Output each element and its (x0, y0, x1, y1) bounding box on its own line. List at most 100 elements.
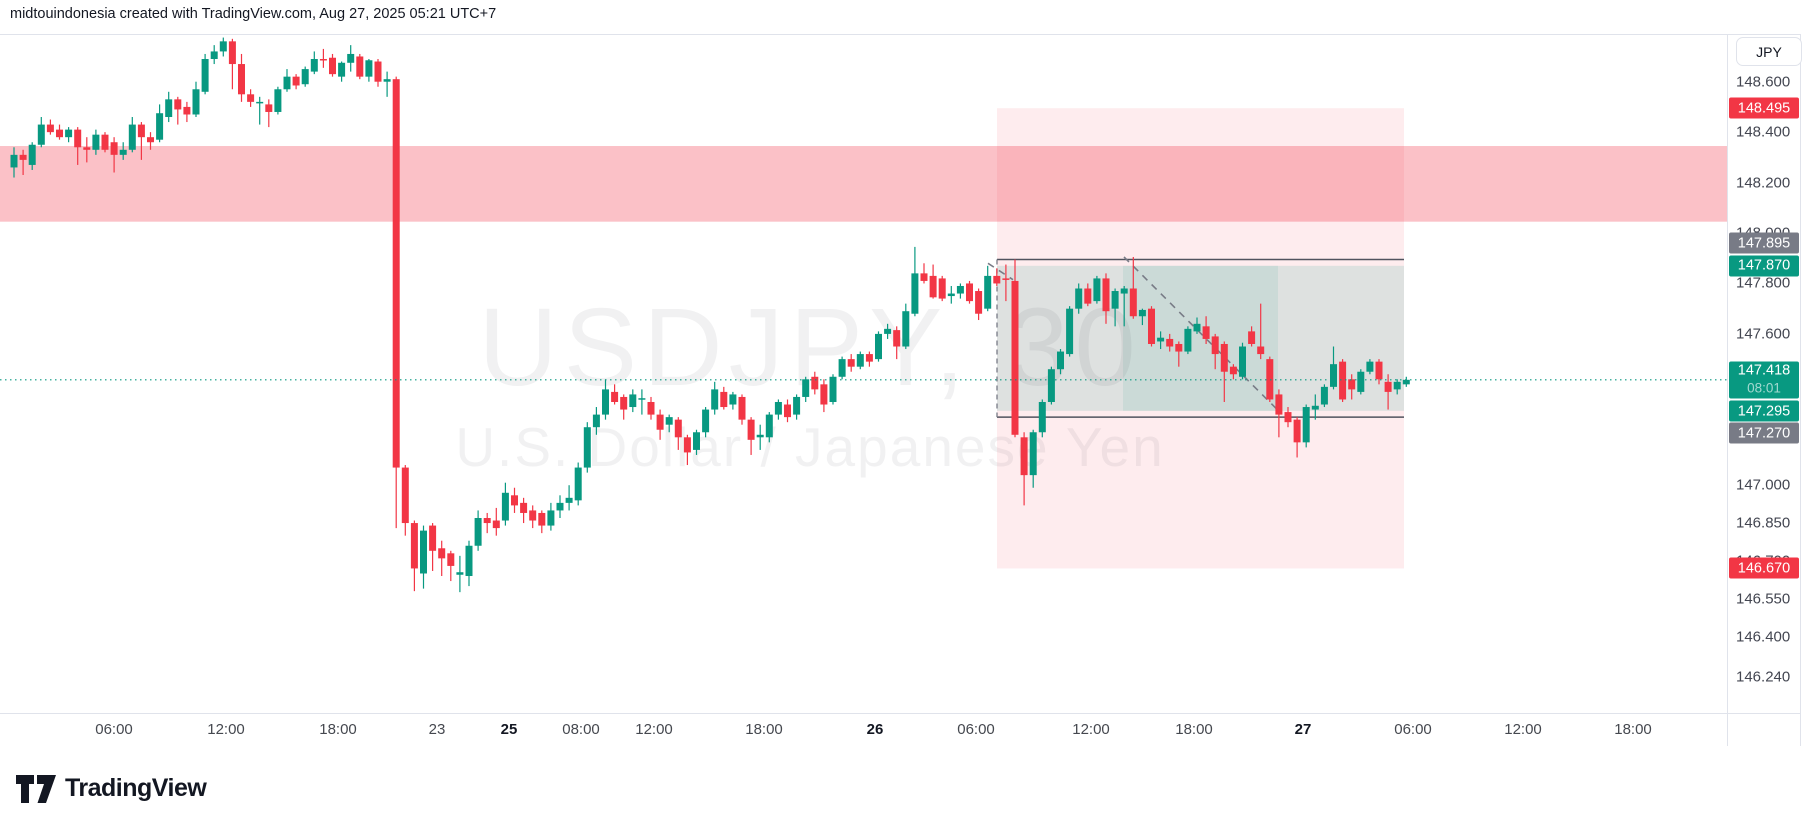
candle[interactable] (947, 285, 955, 304)
candle[interactable] (383, 71, 391, 97)
candle[interactable] (319, 48, 327, 68)
candle[interactable] (1293, 417, 1301, 458)
candle[interactable] (774, 399, 782, 420)
candle[interactable] (174, 96, 182, 125)
candle[interactable] (938, 275, 946, 302)
candle[interactable] (37, 117, 45, 148)
candle[interactable] (347, 45, 355, 72)
candle[interactable] (1220, 341, 1228, 402)
candle[interactable] (183, 101, 191, 123)
candle[interactable] (365, 59, 373, 82)
candle[interactable] (310, 51, 318, 75)
candle[interactable] (438, 540, 446, 577)
candle[interactable] (1002, 264, 1010, 302)
candle[interactable] (137, 122, 145, 160)
candle[interactable] (238, 53, 245, 102)
candle[interactable] (511, 487, 518, 513)
candle[interactable] (602, 379, 609, 420)
candle[interactable] (1157, 331, 1165, 350)
candle[interactable] (738, 394, 746, 425)
candle[interactable] (647, 396, 655, 420)
candle[interactable] (119, 142, 127, 160)
drawing-zones-layer[interactable] (0, 34, 1727, 713)
time-scale[interactable]: 06:00 12:00 18:00 23 25 08:00 12:00 18:00 26 06:0… (0, 713, 1727, 746)
candle[interactable] (1029, 429, 1037, 488)
chart-pane[interactable]: USDJPY, 30 U.S. Dollar / Japanese Yen (0, 34, 1727, 713)
tradingview-logo[interactable]: TradingView (16, 774, 207, 803)
candle[interactable] (56, 124, 63, 140)
candle[interactable] (429, 523, 437, 571)
candle[interactable] (1038, 399, 1046, 438)
candle[interactable] (574, 462, 582, 506)
candle[interactable] (374, 59, 382, 87)
candle[interactable] (1020, 432, 1028, 506)
candle[interactable] (1339, 359, 1347, 402)
candle[interactable] (410, 520, 418, 592)
candle[interactable] (1366, 359, 1374, 375)
candle[interactable] (720, 386, 728, 410)
candle[interactable] (1066, 306, 1074, 357)
candle[interactable] (984, 265, 992, 312)
candle[interactable] (1311, 394, 1319, 420)
candle[interactable] (128, 117, 136, 153)
candle[interactable] (1266, 356, 1274, 402)
candle[interactable] (838, 356, 846, 380)
candle[interactable] (110, 137, 118, 173)
candle[interactable] (747, 417, 755, 455)
candle[interactable] (1275, 389, 1283, 438)
candle[interactable] (583, 422, 591, 473)
candle[interactable] (1284, 407, 1292, 428)
candle[interactable] (165, 91, 173, 123)
candle[interactable] (929, 264, 937, 299)
candle[interactable] (147, 132, 154, 150)
candle[interactable] (1357, 369, 1365, 395)
candle[interactable] (1111, 288, 1119, 327)
candle[interactable] (711, 381, 719, 415)
candle[interactable] (1093, 275, 1101, 304)
candle[interactable] (693, 429, 700, 455)
candle[interactable] (683, 434, 691, 466)
candle[interactable] (865, 351, 873, 367)
candle[interactable] (28, 142, 36, 170)
candle[interactable] (702, 407, 710, 438)
candle[interactable] (92, 129, 100, 155)
candle[interactable] (829, 374, 837, 405)
candle[interactable] (1375, 359, 1383, 385)
candle[interactable] (1057, 349, 1064, 375)
candle[interactable] (301, 66, 309, 87)
candle[interactable] (665, 414, 673, 433)
candle[interactable] (1102, 273, 1110, 324)
candle[interactable] (674, 417, 682, 450)
candle[interactable] (265, 99, 273, 128)
candle[interactable] (784, 399, 791, 423)
candle[interactable] (966, 280, 973, 304)
candle[interactable] (356, 53, 364, 80)
candle[interactable] (793, 394, 801, 420)
candle[interactable] (74, 127, 82, 165)
price-scale[interactable]: JPY 148.600148.400148.200148.000147.8001… (1727, 34, 1814, 745)
candle[interactable] (547, 502, 555, 531)
candle[interactable] (338, 61, 346, 82)
candle[interactable] (592, 407, 600, 435)
candle[interactable] (292, 74, 300, 90)
candle[interactable] (1120, 285, 1128, 327)
candle[interactable] (392, 76, 400, 529)
candle[interactable] (1047, 366, 1055, 405)
candle[interactable] (1239, 342, 1246, 380)
candle[interactable] (456, 555, 464, 593)
candle[interactable] (638, 389, 646, 415)
candle[interactable] (483, 512, 491, 534)
candle[interactable] (1257, 303, 1265, 360)
candle[interactable] (529, 505, 537, 529)
candle[interactable] (1211, 333, 1219, 370)
candle[interactable] (1330, 346, 1337, 390)
candle[interactable] (856, 351, 864, 370)
candle[interactable] (656, 409, 664, 440)
candle[interactable] (201, 53, 209, 95)
candle[interactable] (256, 96, 264, 125)
currency-toggle-button[interactable]: JPY (1736, 37, 1802, 66)
candle[interactable] (465, 540, 473, 587)
candle[interactable] (247, 89, 255, 107)
candle[interactable] (1393, 379, 1401, 395)
candle[interactable] (920, 263, 928, 284)
